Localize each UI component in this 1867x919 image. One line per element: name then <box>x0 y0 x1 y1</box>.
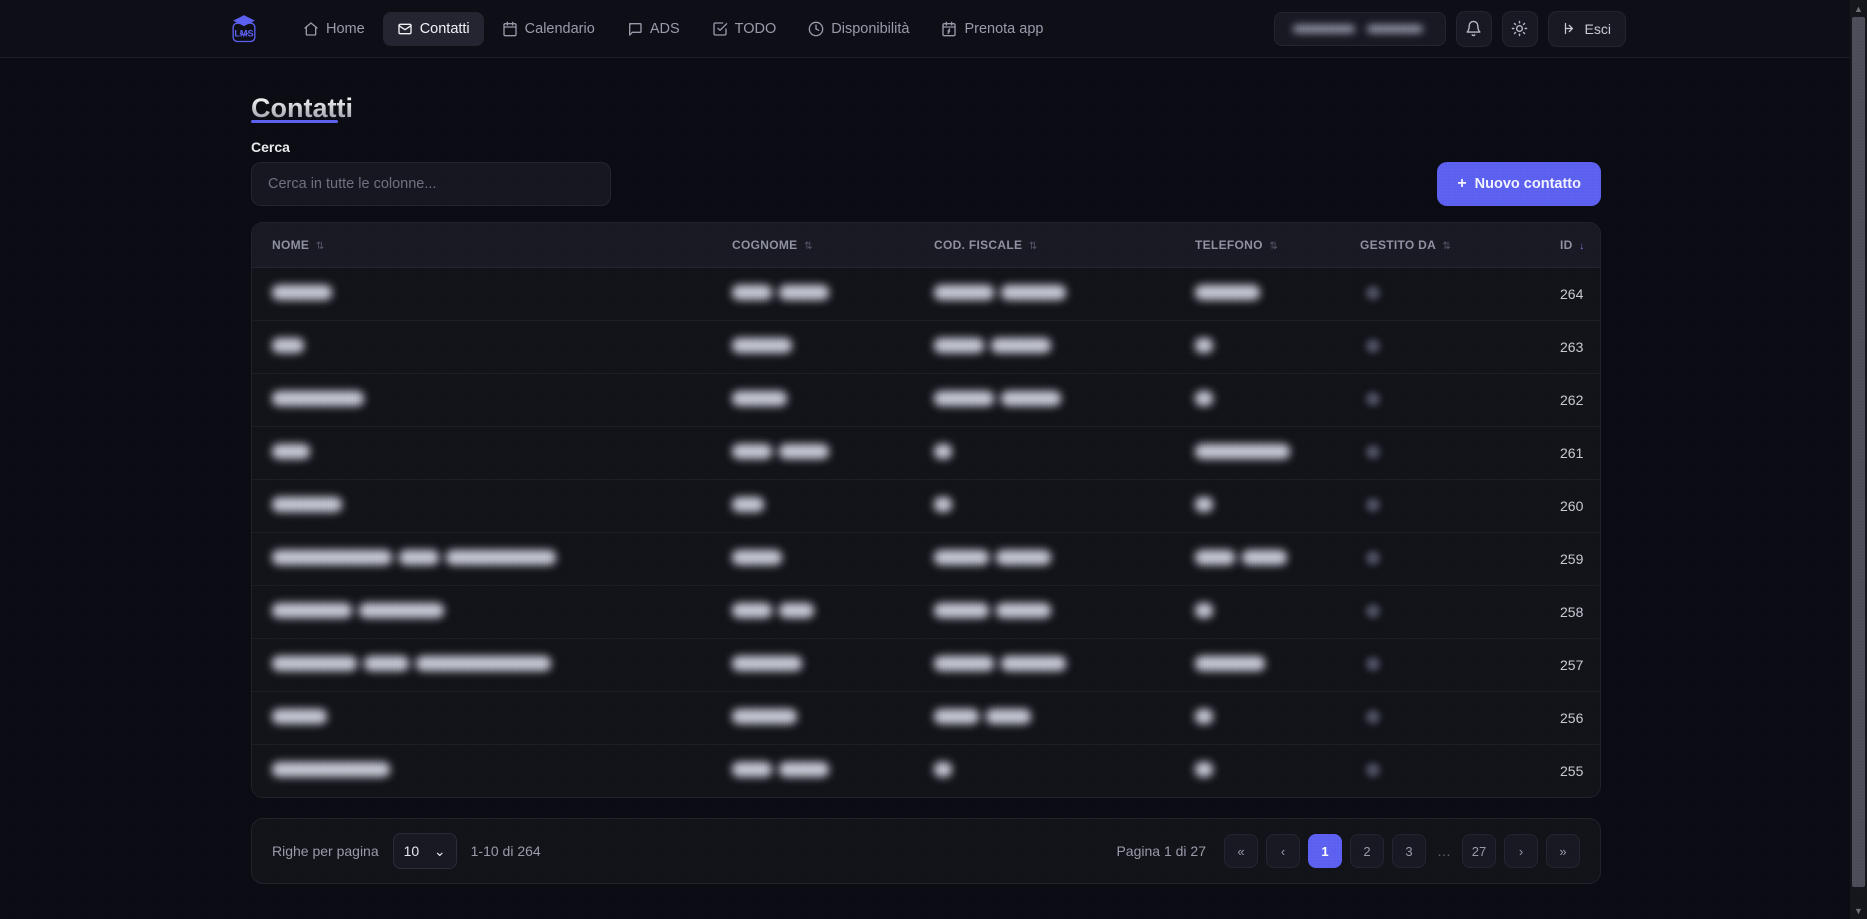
svg-text:LMS: LMS <box>234 28 253 38</box>
